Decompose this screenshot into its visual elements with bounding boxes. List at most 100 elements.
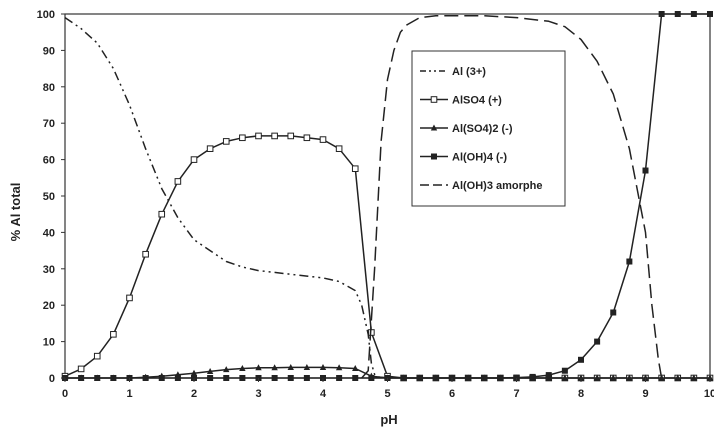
legend-item: AlSO4 (+)	[420, 95, 502, 107]
y-tick-label: 40	[43, 227, 55, 239]
y-tick-label: 80	[43, 82, 55, 94]
x-tick-label: 6	[449, 388, 455, 400]
legend: Al (3+) AlSO4 (+) Al(SO4)2 (-) Al(OH)4 (-) A…	[411, 50, 566, 207]
data-point	[271, 374, 278, 381]
legend-marker	[430, 124, 438, 131]
data-point	[142, 250, 149, 258]
data-point	[335, 364, 343, 371]
data-point	[239, 374, 246, 381]
y-tick-label: 30	[43, 264, 55, 276]
data-point	[497, 374, 504, 381]
data-point	[610, 374, 617, 381]
x-tick-label: 10	[704, 388, 714, 400]
data-point	[190, 369, 198, 376]
x-tick-label: 0	[62, 388, 68, 400]
data-point	[658, 374, 665, 381]
y-tick-label: 70	[43, 118, 55, 130]
series-layer	[61, 10, 714, 382]
data-point	[400, 374, 407, 381]
series-4	[361, 15, 663, 379]
x-tick-label: 3	[255, 388, 261, 400]
y-tick-label: 20	[43, 300, 55, 312]
data-point	[368, 374, 375, 381]
data-point	[77, 365, 85, 373]
legend-item: Al(OH)4 (-)	[420, 152, 507, 164]
data-point	[303, 374, 310, 381]
data-point	[529, 373, 536, 380]
x-tick-label: 2	[191, 388, 197, 400]
data-point	[303, 134, 311, 142]
data-point	[206, 145, 214, 152]
data-point	[545, 372, 552, 379]
x-tick-label: 5	[384, 388, 390, 400]
data-point	[94, 374, 101, 381]
data-point	[690, 10, 697, 17]
data-point	[190, 156, 198, 163]
x-axis-title: pH	[380, 412, 397, 427]
series-line	[361, 15, 663, 379]
data-point	[642, 374, 649, 381]
x-tick-label: 1	[126, 388, 132, 400]
data-point	[223, 374, 230, 381]
data-point	[287, 374, 294, 381]
data-point	[610, 309, 617, 316]
y-tick-label: 0	[49, 373, 55, 385]
data-point	[432, 374, 439, 381]
x-tick-label: 9	[642, 388, 648, 400]
y-tick-label: 50	[43, 191, 55, 203]
data-point	[706, 374, 714, 381]
data-point	[93, 352, 101, 360]
x-tick-label: 7	[513, 388, 519, 400]
data-point	[239, 134, 246, 142]
data-point	[626, 374, 633, 381]
data-point	[158, 210, 166, 218]
legend-label: AlSO4 (+)	[452, 95, 502, 107]
data-point	[319, 363, 327, 370]
data-point	[594, 338, 601, 345]
legend-item: Al(OH)3 amorphe	[420, 180, 542, 192]
data-point	[158, 374, 165, 381]
data-point	[110, 374, 117, 381]
data-point	[336, 374, 343, 381]
y-tick-label: 90	[43, 45, 55, 57]
legend-item: Al(SO4)2 (-)	[420, 123, 513, 135]
y-tick-label: 60	[43, 155, 55, 167]
data-point	[206, 367, 214, 374]
data-point	[352, 374, 359, 381]
legend-label: Al(OH)3 amorphe	[452, 180, 542, 192]
data-point	[78, 374, 85, 381]
data-point	[707, 10, 714, 17]
data-point	[690, 374, 698, 381]
x-tick-label: 4	[320, 388, 327, 400]
y-tick-label: 100	[37, 9, 55, 21]
data-point	[271, 132, 278, 140]
data-point	[255, 132, 262, 140]
data-point	[561, 367, 568, 374]
data-point	[126, 294, 133, 302]
data-point	[352, 365, 359, 372]
data-point	[207, 374, 214, 381]
data-point	[287, 132, 295, 140]
legend-marker	[430, 153, 437, 160]
data-point	[271, 364, 278, 371]
data-point	[626, 258, 633, 265]
data-point	[416, 374, 423, 381]
data-point	[239, 365, 246, 372]
data-point	[577, 374, 585, 381]
y-tick-label: 10	[43, 337, 55, 349]
legend-marker	[430, 96, 438, 103]
data-point	[222, 138, 230, 145]
data-point	[303, 363, 311, 370]
data-point	[674, 374, 681, 381]
data-point	[561, 374, 569, 381]
data-point	[335, 145, 343, 152]
data-point	[319, 136, 327, 143]
data-point	[593, 374, 601, 381]
data-point	[223, 366, 230, 373]
legend-item: Al (3+)	[420, 66, 486, 78]
data-point	[465, 374, 472, 381]
data-point	[174, 374, 181, 381]
x-tick-label: 8	[578, 388, 584, 400]
